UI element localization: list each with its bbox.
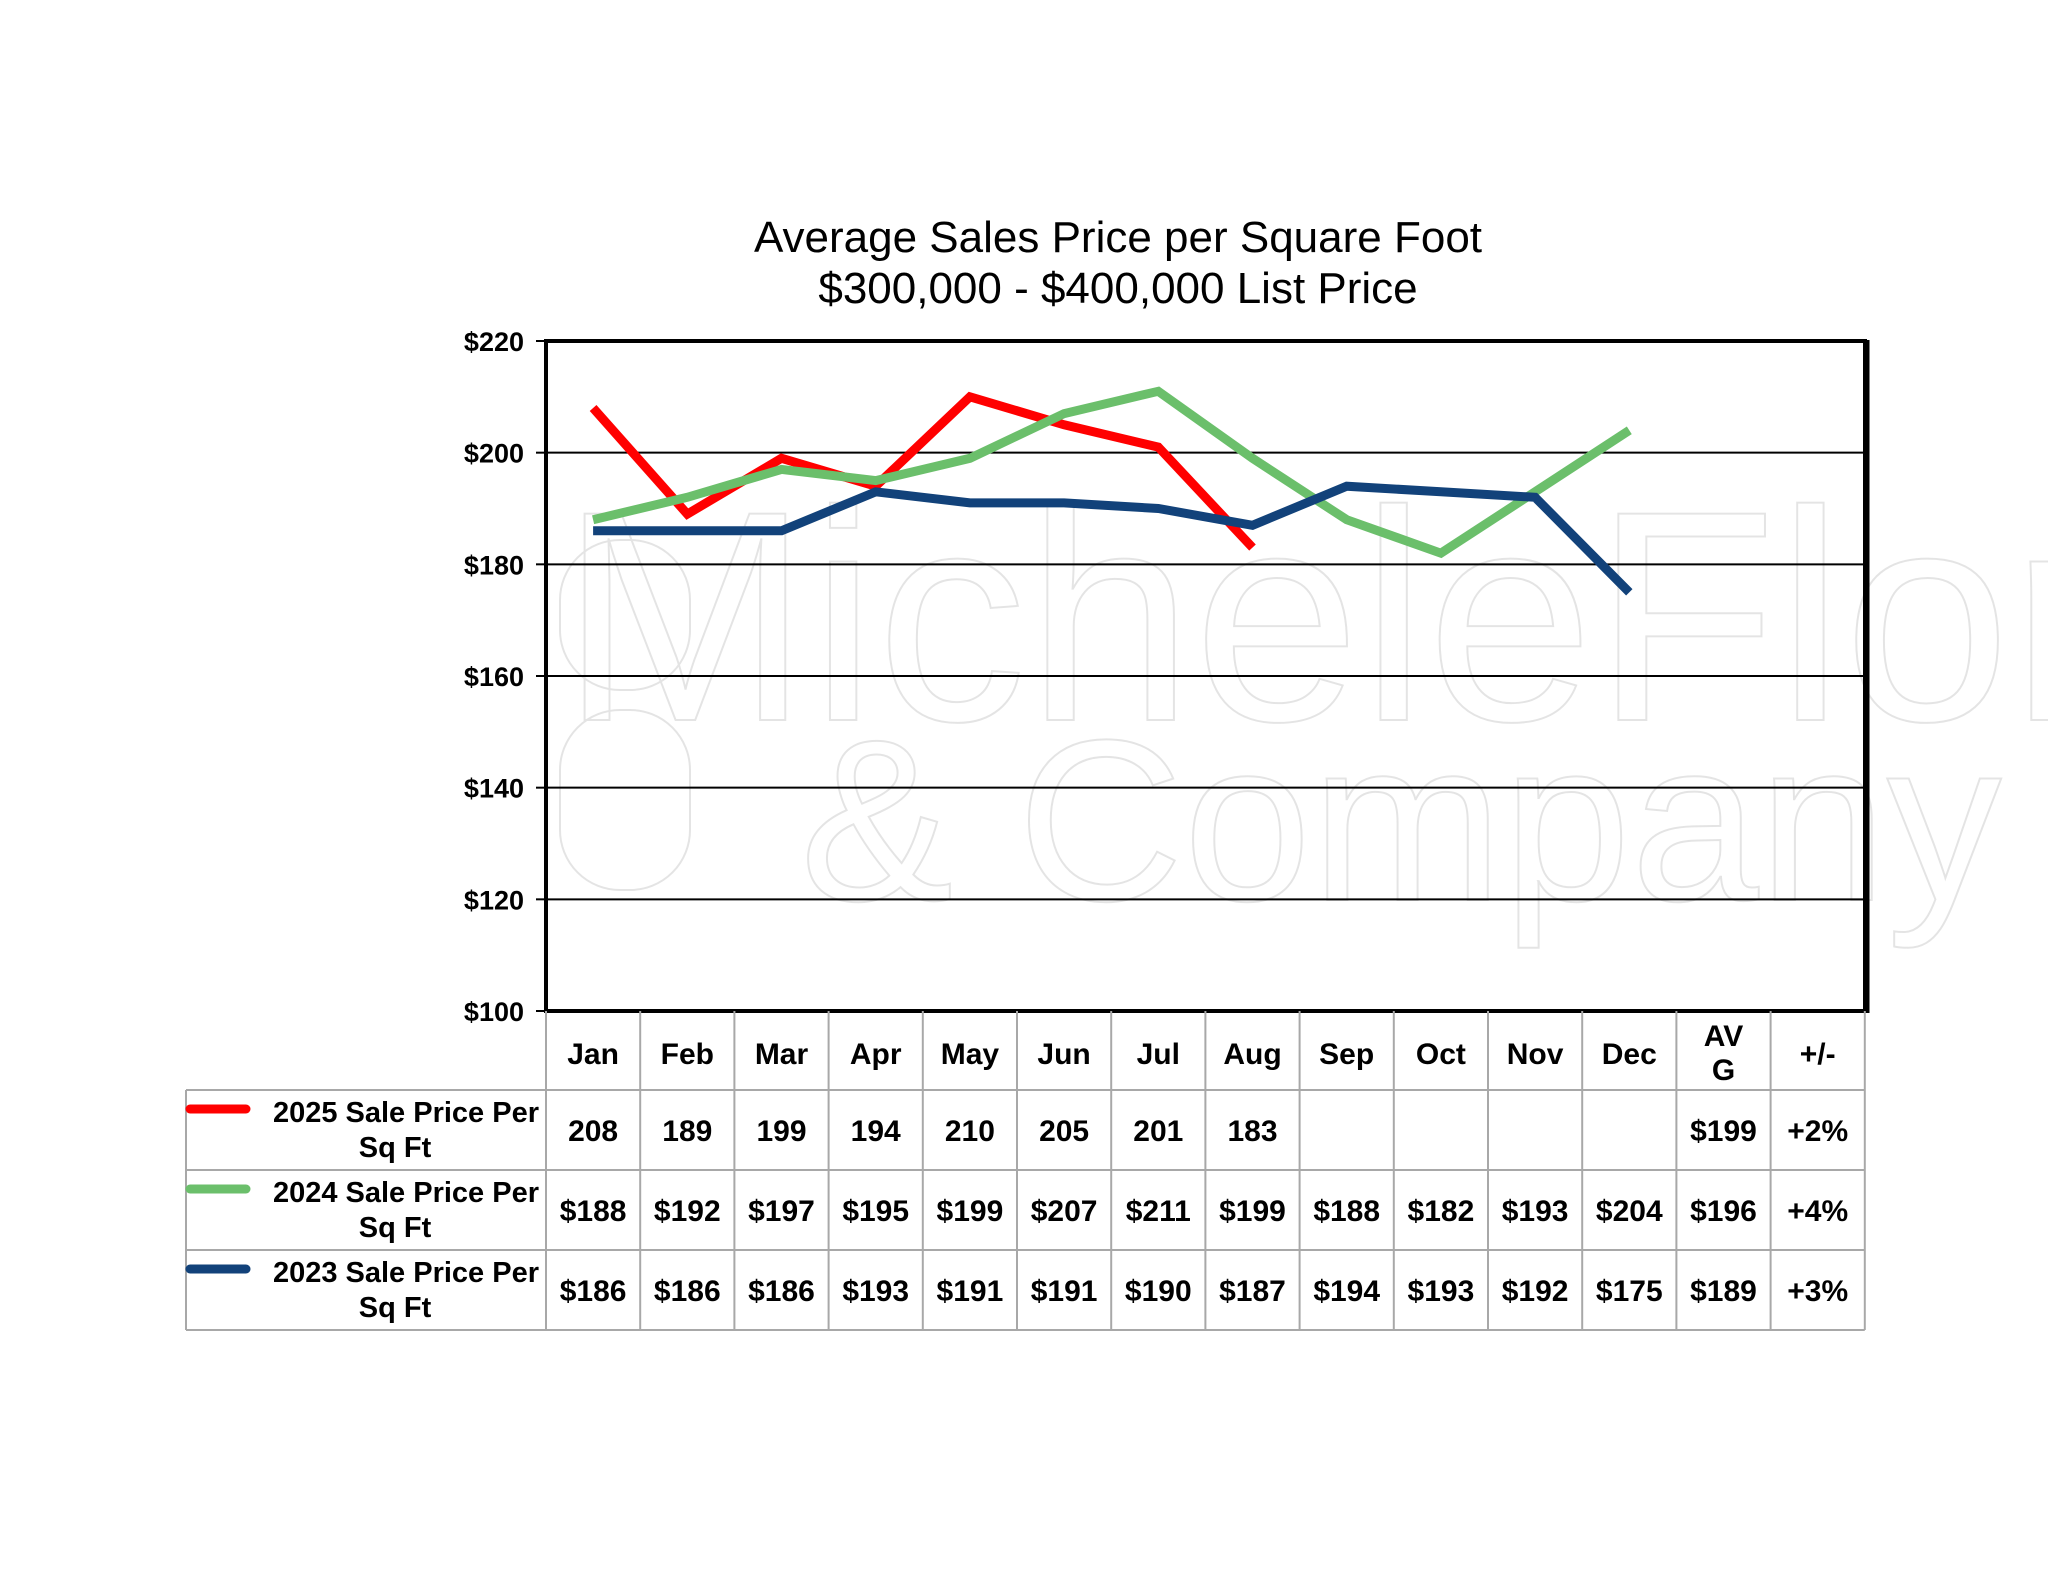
data-cell: $186: [560, 1275, 627, 1308]
series-line-1: [589, 391, 1256, 551]
data-cell: 205: [1039, 1115, 1089, 1148]
data-cell: $182: [1408, 1195, 1475, 1228]
x-tick-label: Jan: [567, 1038, 619, 1071]
watermark-monogram: [559, 539, 691, 691]
data-cell: $197: [748, 1195, 815, 1228]
data-cell: $188: [1313, 1195, 1380, 1228]
watermark-monogram-lower: [559, 709, 691, 891]
data-cell: $193: [1502, 1195, 1569, 1228]
change-header: +/-: [1800, 1038, 1836, 1071]
data-cell: $204: [1596, 1195, 1663, 1228]
data-cell: $207: [1031, 1195, 1098, 1228]
data-cell: $175: [1596, 1275, 1663, 1308]
change-cell: +4%: [1787, 1195, 1848, 1228]
x-tick-label: Jul: [1137, 1038, 1180, 1071]
x-tick-label: Feb: [661, 1038, 714, 1071]
data-cell: $194: [1313, 1275, 1380, 1308]
data-cell: $191: [937, 1275, 1004, 1308]
data-cell: $192: [1502, 1275, 1569, 1308]
data-cell: 201: [1133, 1115, 1183, 1148]
data-cell: $193: [842, 1275, 909, 1308]
change-cell: +3%: [1787, 1275, 1848, 1308]
data-cell: $190: [1125, 1275, 1192, 1308]
change-cell: +2%: [1787, 1115, 1848, 1148]
data-cell: $211: [1126, 1195, 1191, 1228]
plot-area: $100 $120 $140 $160 $180 $200 $220: [464, 327, 1870, 1027]
data-cell: 189: [662, 1115, 712, 1148]
x-tick-label: May: [941, 1038, 1000, 1071]
data-cell: $186: [654, 1275, 721, 1308]
x-tick-label: Nov: [1507, 1038, 1564, 1071]
series-line-3: [593, 481, 1633, 596]
data-cell: $191: [1031, 1275, 1098, 1308]
data-cell: $199: [1219, 1195, 1286, 1228]
data-cell: $195: [842, 1195, 909, 1228]
watermark-text-line2: & Company: [800, 692, 2002, 949]
data-cell: $187: [1219, 1275, 1286, 1308]
x-tick-label: Aug: [1223, 1038, 1281, 1071]
data-cell: $188: [560, 1195, 627, 1228]
chart-title: Average Sales Price per Square Foot: [754, 213, 1482, 262]
chart-subtitle: $300,000 - $400,000 List Price: [818, 264, 1417, 313]
row-label-line2: Sq Ft: [359, 1292, 432, 1324]
y-tick-label: $220: [464, 327, 524, 357]
x-tick-label: Oct: [1416, 1038, 1466, 1071]
y-tick-label: $100: [464, 997, 524, 1027]
series-line-2: [592, 386, 1632, 559]
avg-cell: $189: [1690, 1275, 1757, 1308]
data-cell: 194: [851, 1115, 901, 1148]
avg-cell: $199: [1690, 1115, 1757, 1148]
y-tick-label: $120: [464, 885, 524, 915]
y-tick-label: $200: [464, 439, 524, 469]
y-tick-label: $140: [464, 774, 524, 804]
series-lines: [589, 386, 1633, 596]
row-label-line1: 2023 Sale Price Per: [273, 1257, 539, 1289]
avg-header: AV G: [1704, 1020, 1743, 1087]
data-table: Jan Feb Mar Apr May Jun Jul Aug Sep Oct Nov Dec AV G +…: [185, 1011, 1866, 1331]
row-label-line1: 2024 Sale Price Per: [273, 1177, 539, 1209]
x-tick-label: Mar: [755, 1038, 809, 1071]
data-cell: 208: [568, 1115, 618, 1148]
data-cell: 210: [945, 1115, 995, 1148]
data-cell: $193: [1408, 1275, 1475, 1308]
y-tick-label: $180: [464, 550, 524, 580]
row-label-line2: Sq Ft: [359, 1132, 432, 1164]
x-tick-label: Dec: [1602, 1038, 1657, 1071]
data-cell: $186: [748, 1275, 815, 1308]
data-cell: 183: [1227, 1115, 1277, 1148]
watermark-logo: MicheleFlory & Company: [559, 447, 2048, 950]
row-label-line2: Sq Ft: [359, 1212, 432, 1244]
row-label-line1: 2025 Sale Price Per: [273, 1097, 539, 1129]
x-tick-label: Sep: [1319, 1038, 1374, 1071]
x-tick-label: Apr: [850, 1038, 902, 1071]
avg-cell: $196: [1690, 1195, 1757, 1228]
data-cell: $199: [937, 1195, 1004, 1228]
y-tick-label: $160: [464, 662, 524, 692]
data-cell: 199: [756, 1115, 806, 1148]
x-tick-label: Jun: [1037, 1038, 1090, 1071]
data-cell: $192: [654, 1195, 721, 1228]
